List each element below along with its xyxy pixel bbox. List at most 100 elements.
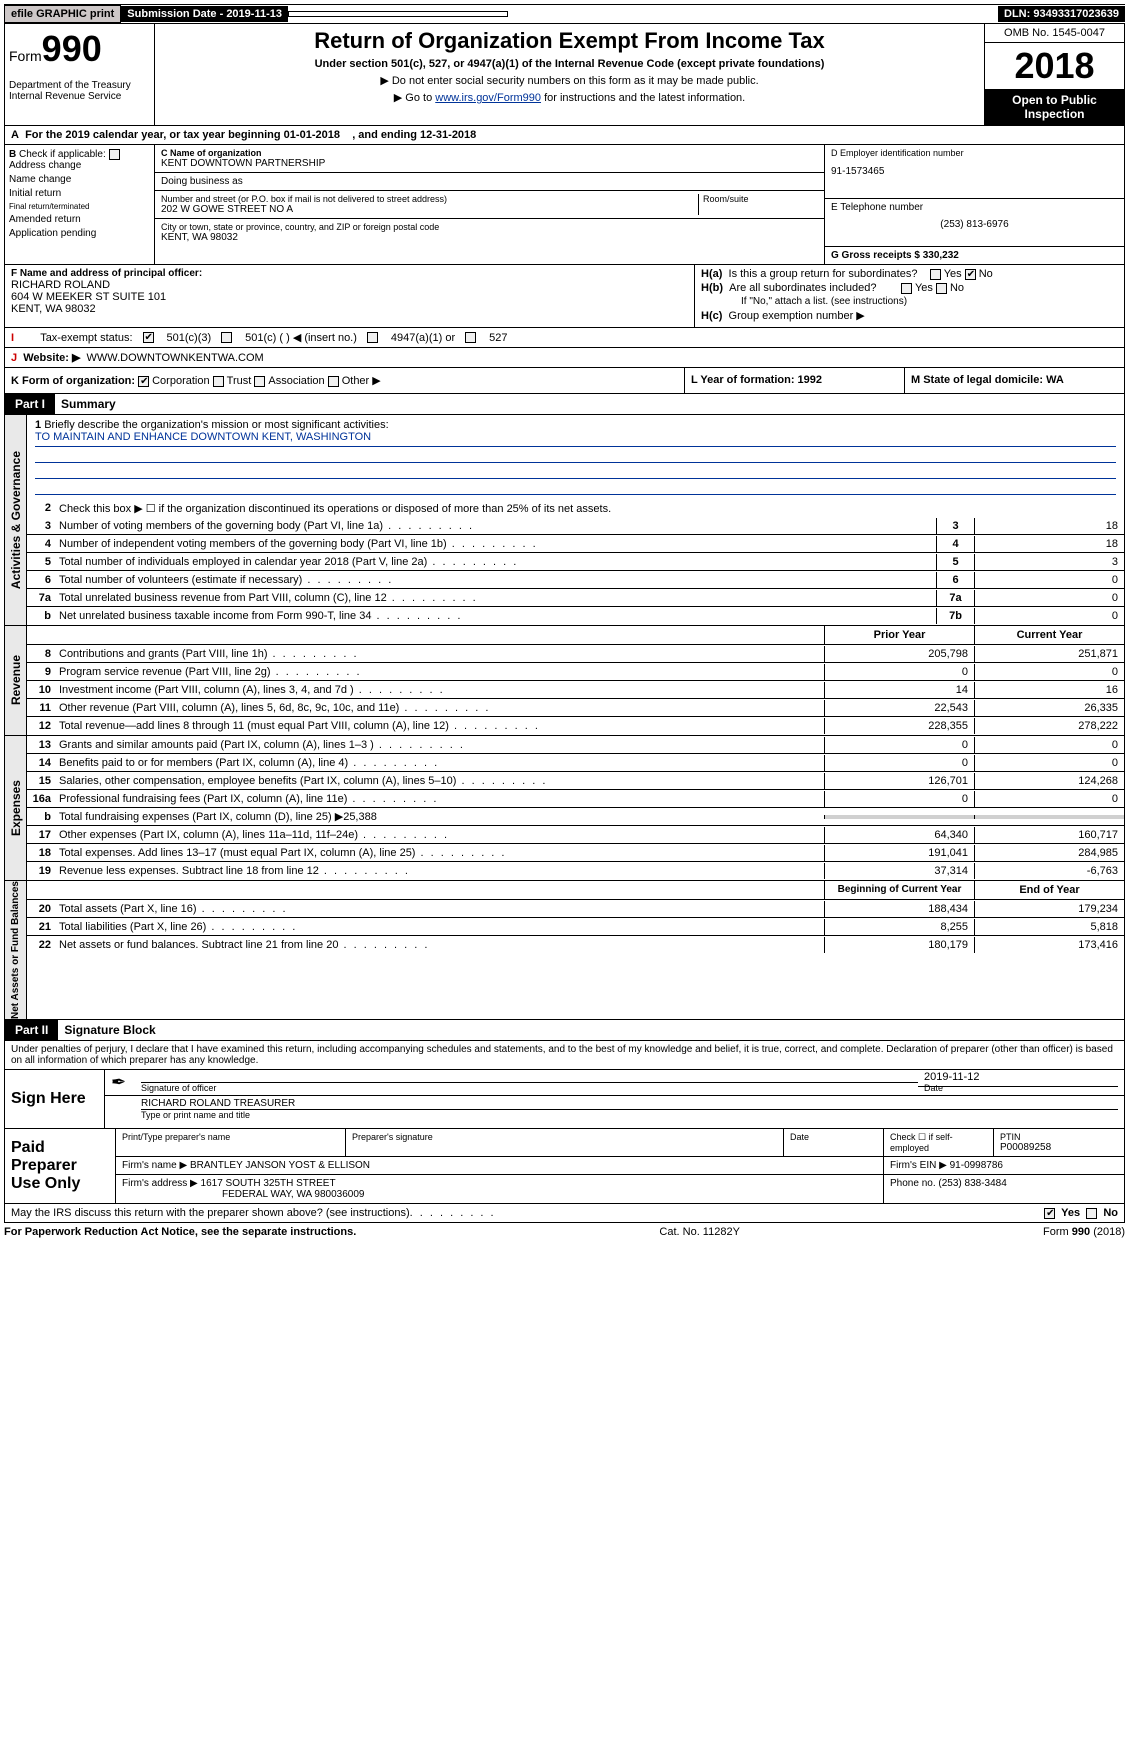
form-title: Return of Organization Exempt From Incom… [159,28,980,54]
firm-name: BRANTLEY JANSON YOST & ELLISON [190,1160,370,1171]
row-klm: K Form of organization: Corporation Trus… [4,368,1125,394]
checkbox-501c3[interactable] [143,332,154,343]
h-b-subordinates: H(b) Are all subordinates included? Yes … [701,282,1118,294]
officer-name: RICHARD ROLAND [11,279,688,291]
net-assets-section: Net Assets or Fund Balances Beginning of… [4,881,1125,1020]
revenue-section: Revenue Prior Year Current Year 8Contrib… [4,626,1125,736]
summary-line: 14Benefits paid to or for members (Part … [27,754,1124,772]
page-footer: For Paperwork Reduction Act Notice, see … [4,1223,1125,1241]
submission-date-spacer [288,11,508,17]
discuss-no-checkbox[interactable] [1086,1208,1097,1219]
firm-phone: (253) 838-3484 [938,1178,1006,1189]
summary-line: 18Total expenses. Add lines 13–17 (must … [27,844,1124,862]
self-employed-check: Check ☐ if self-employed [884,1129,994,1156]
checkbox-trust[interactable] [213,376,224,387]
summary-line: 3Number of voting members of the governi… [27,517,1124,535]
col-b-checkboxes: B Check if applicable: Address change Na… [5,145,155,264]
dln-number: DLN: 93493317023639 [998,6,1125,22]
firm-address: 1617 SOUTH 325TH STREET [201,1178,336,1189]
open-to-public: Open to Public Inspection [985,89,1124,125]
website-url: WWW.DOWNTOWNKENTWA.COM [87,352,264,364]
preparer-sig-label: Preparer's signature [352,1132,777,1142]
summary-line: 20Total assets (Part X, line 16)188,4341… [27,900,1124,918]
summary-line: 17Other expenses (Part IX, column (A), l… [27,826,1124,844]
summary-line: 12Total revenue—add lines 8 through 11 (… [27,717,1124,735]
preparer-date-label: Date [790,1132,877,1142]
h-a-group-return: H(a) Is this a group return for subordin… [701,268,1118,280]
preparer-name-label: Print/Type preparer's name [122,1132,339,1142]
checkbox[interactable] [109,149,120,160]
net-assets-label: Net Assets or Fund Balances [10,881,21,1019]
ein-cell: D Employer identification number 91-1573… [825,145,1124,199]
check-amended-return: Amended return [9,214,150,225]
row-a-tax-year: A For the 2019 calendar year, or tax yea… [4,126,1125,145]
officer-addr1: 604 W MEEKER ST SUITE 101 [11,291,688,303]
summary-line: bNet unrelated business taxable income f… [27,607,1124,625]
summary-line: 10Investment income (Part VIII, column (… [27,681,1124,699]
officer-addr2: KENT, WA 98032 [11,303,688,315]
checkbox-association[interactable] [254,376,265,387]
summary-line: 19Revenue less expenses. Subtract line 1… [27,862,1124,880]
checkbox-other[interactable] [328,376,339,387]
checkbox-501c[interactable] [221,332,232,343]
summary-line: 21Total liabilities (Part X, line 26)8,2… [27,918,1124,936]
summary-line: 4Number of independent voting members of… [27,535,1124,553]
entity-info-grid: B Check if applicable: Address change Na… [4,145,1125,265]
check-name-change: Name change [9,174,150,185]
summary-line: 9Program service revenue (Part VIII, lin… [27,663,1124,681]
check-initial-return: Initial return [9,188,150,199]
submission-date: Submission Date - 2019-11-13 [121,6,288,22]
summary-line: bTotal fundraising expenses (Part IX, co… [27,808,1124,826]
row-j-website: J Website: ▶ WWW.DOWNTOWNKENTWA.COM [4,348,1125,368]
city-state-zip: KENT, WA 98032 [161,232,818,243]
checkbox-4947[interactable] [367,332,378,343]
prior-year-header: Prior Year [824,626,974,644]
revenue-label: Revenue [9,655,23,705]
ptin-value: P00089258 [1000,1142,1118,1153]
checkbox-527[interactable] [465,332,476,343]
checkbox-corporation[interactable] [138,376,149,387]
discuss-yes-checkbox[interactable] [1044,1208,1055,1219]
telephone-value: (253) 813-6976 [831,219,1118,230]
summary-line: 11Other revenue (Part VIII, column (A), … [27,699,1124,717]
address-cell: Number and street (or P.O. box if mail i… [155,191,824,219]
preparer-section: Paid Preparer Use Only Print/Type prepar… [4,1129,1125,1204]
signature-of-officer-label: Signature of officer [141,1083,216,1093]
signature-arrow-icon: ✒ [111,1072,141,1093]
top-bar: efile GRAPHIC print Submission Date - 20… [4,4,1125,23]
line-2-discontinue: Check this box ▶ ☐ if the organization d… [55,500,1124,517]
current-year-header: Current Year [974,626,1124,644]
summary-line: 8Contributions and grants (Part VIII, li… [27,645,1124,663]
expenses-label: Expenses [9,780,23,836]
summary-line: 6Total number of volunteers (estimate if… [27,571,1124,589]
org-name-cell: C Name of organization KENT DOWNTOWN PAR… [155,145,824,173]
tax-year: 2018 [985,43,1124,89]
mission-text: TO MAINTAIN AND ENHANCE DOWNTOWN KENT, W… [35,431,1116,447]
row-f-h: F Name and address of principal officer:… [4,265,1125,328]
efile-button[interactable]: efile GRAPHIC print [4,5,121,23]
paperwork-notice: For Paperwork Reduction Act Notice, see … [4,1226,356,1238]
h-b-note: If "No," attach a list. (see instruction… [701,296,1118,307]
discuss-row: May the IRS discuss this return with the… [4,1204,1125,1223]
omb-number: OMB No. 1545-0047 [985,24,1124,43]
cat-number: Cat. No. 11282Y [356,1226,1043,1238]
ein-value: 91-1573465 [831,166,1118,177]
form-instruction-2: ▶ Go to www.irs.gov/Form990 for instruct… [159,91,980,104]
summary-line: 15Salaries, other compensation, employee… [27,772,1124,790]
summary-line: 5Total number of individuals employed in… [27,553,1124,571]
mission-box: 1 Briefly describe the organization's mi… [27,415,1124,499]
summary-line: 16aProfessional fundraising fees (Part I… [27,790,1124,808]
department-label: Department of the Treasury Internal Reve… [9,80,150,102]
expenses-section: Expenses 13Grants and similar amounts pa… [4,736,1125,881]
form-subtitle: Under section 501(c), 527, or 4947(a)(1)… [159,58,980,70]
gross-receipts-cell: G Gross receipts $ 330,232 [825,247,1124,264]
state-of-domicile: M State of legal domicile: WA [904,368,1124,393]
summary-line: 13Grants and similar amounts paid (Part … [27,736,1124,754]
check-address-change: Address change [9,160,150,171]
org-name: KENT DOWNTOWN PARTNERSHIP [161,158,818,169]
paid-preparer-label: Paid Preparer Use Only [5,1129,115,1203]
part-1-header: Part I Summary [4,394,1125,415]
form-header: Form990 Department of the Treasury Inter… [4,23,1125,126]
irs-link[interactable]: www.irs.gov/Form990 [435,92,541,104]
phone-cell: E Telephone number (253) 813-6976 [825,199,1124,247]
